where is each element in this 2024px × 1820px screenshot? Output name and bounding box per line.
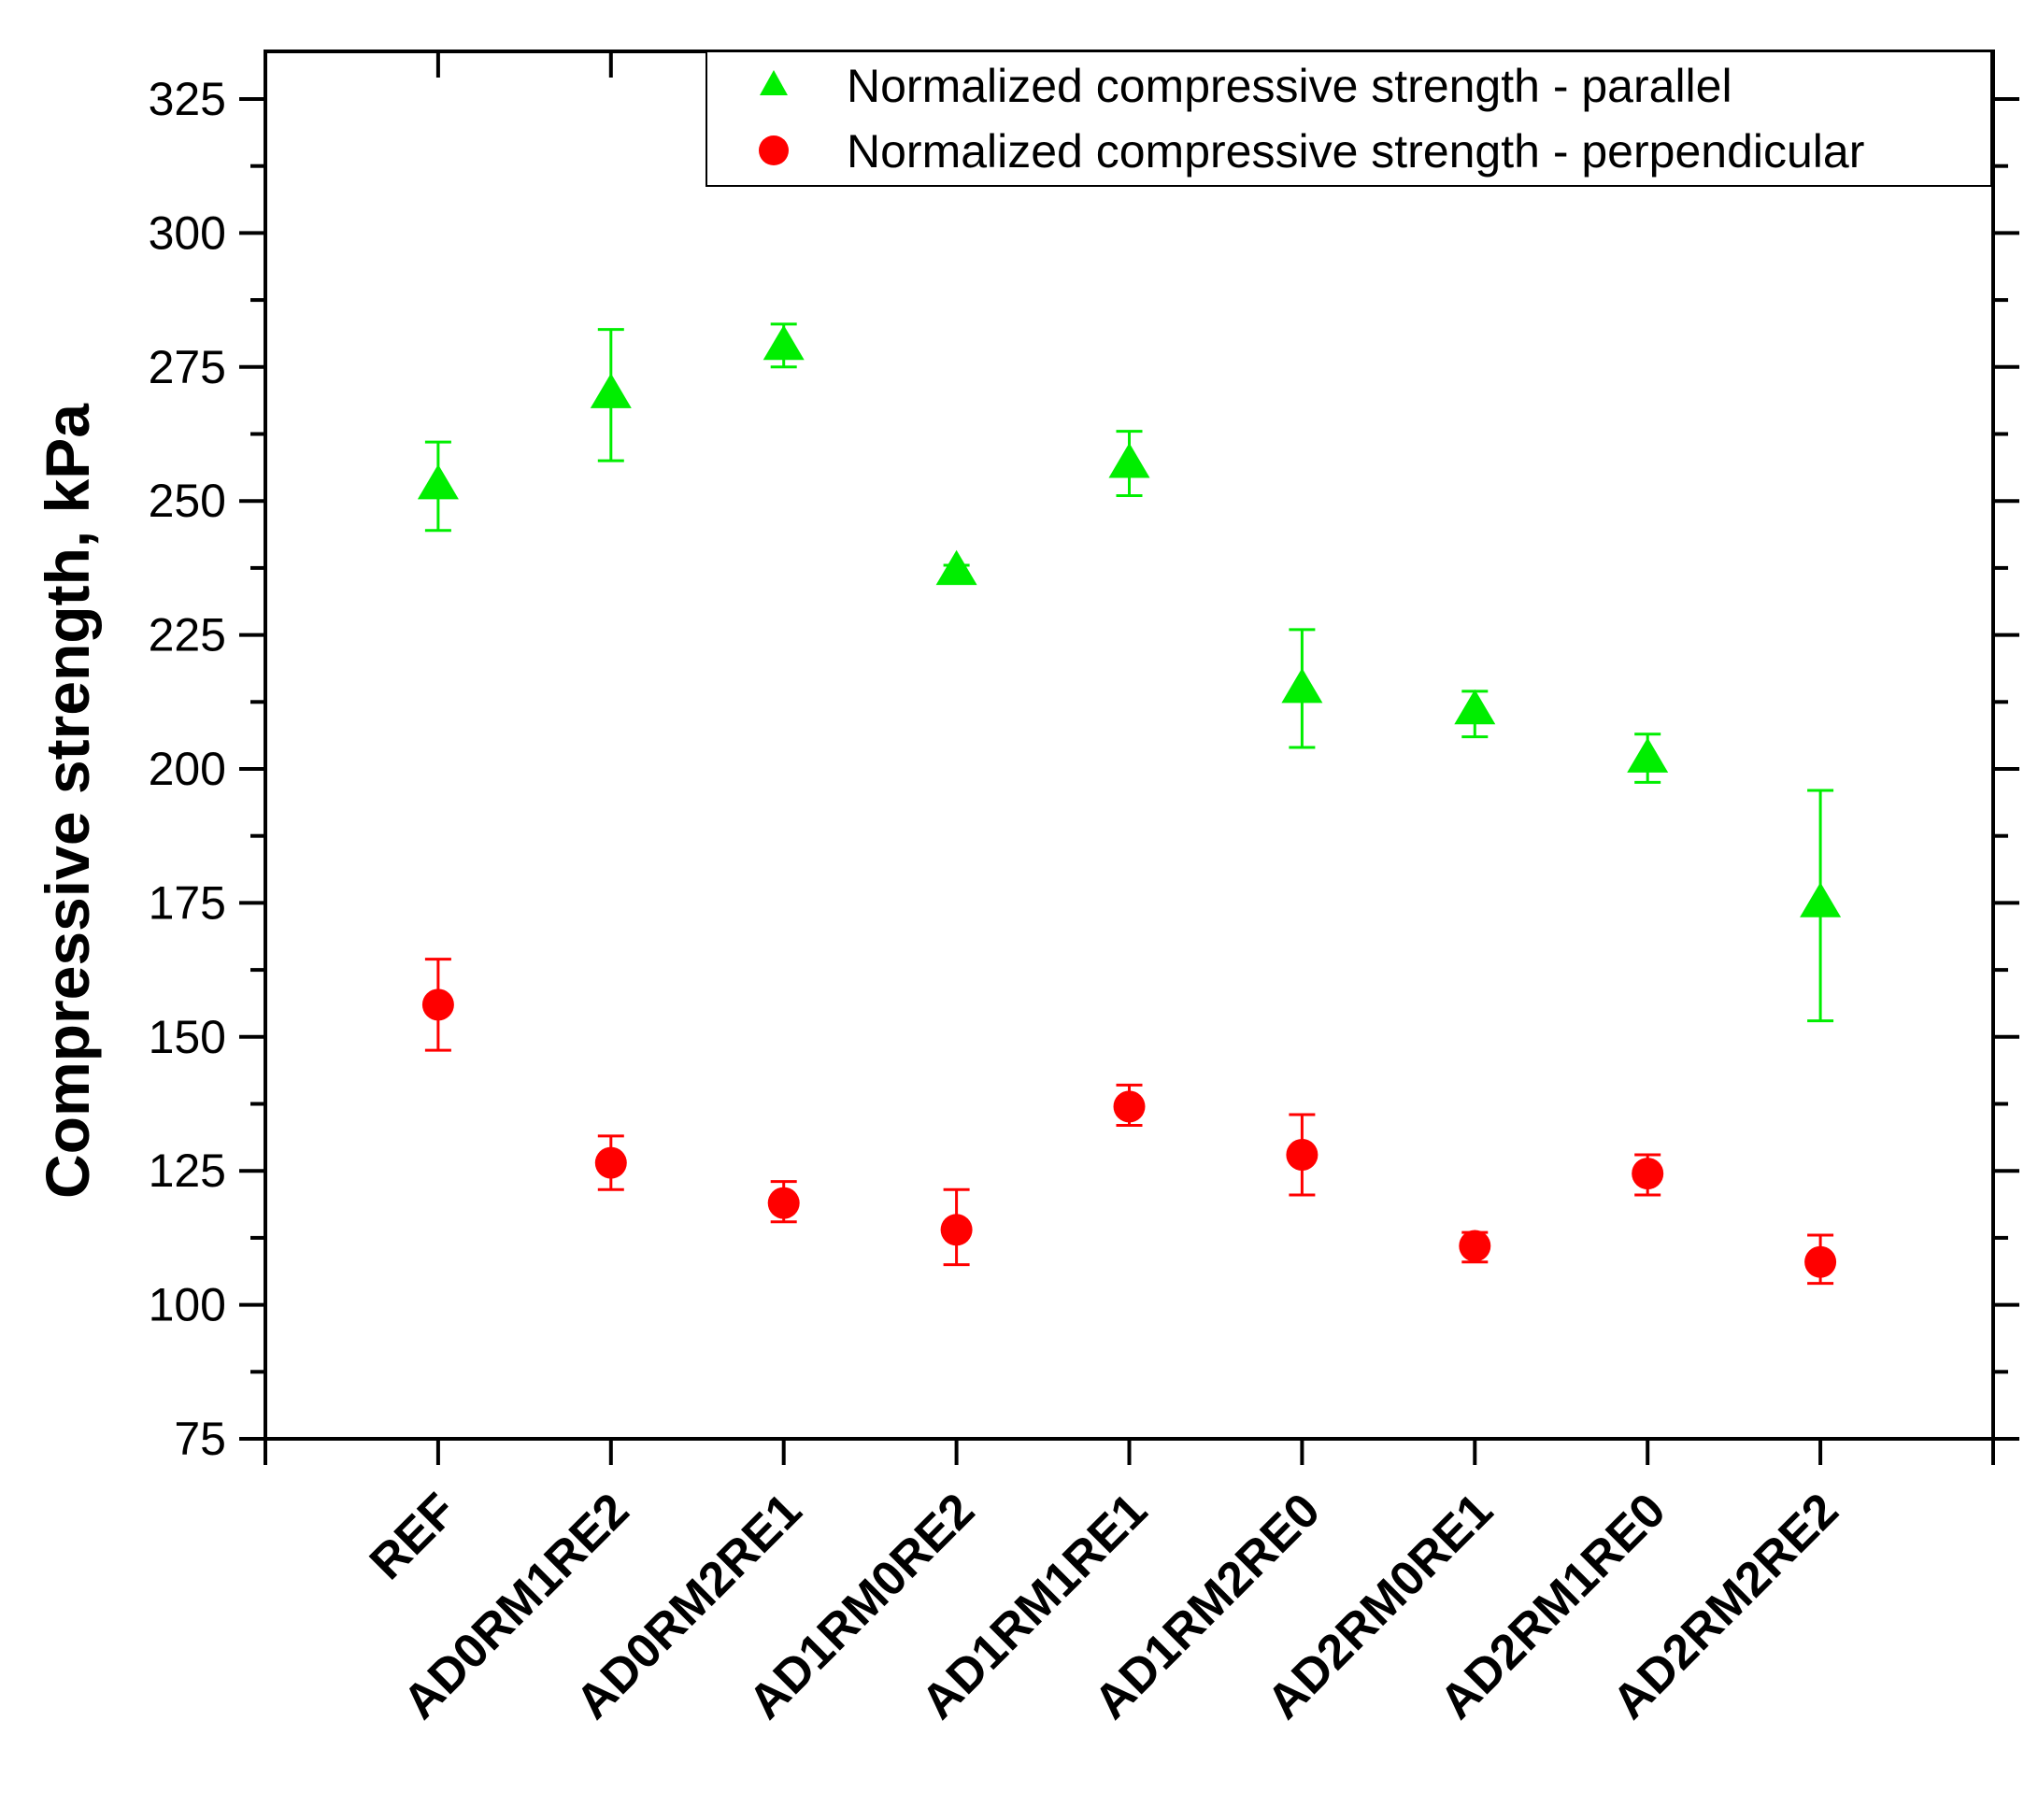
y-tick-label: 325 [149, 73, 226, 125]
legend: Normalized compressive strength - parall… [706, 50, 1992, 187]
data-point-circle [1632, 1158, 1664, 1190]
y-axis-title: Compressive strength, kPa [33, 403, 102, 1199]
y-tick-label: 250 [149, 475, 226, 527]
data-point-triangle [1281, 667, 1323, 704]
series-perpendicular [421, 958, 1837, 1286]
y-axis-ticks: 75 100 125 150 175 200 225 250 275 300 325 [149, 73, 2019, 1465]
data-point-triangle [417, 463, 459, 500]
legend-marker-perpendicular [759, 135, 789, 165]
data-point-circle [767, 1187, 800, 1219]
y-tick-label: 125 [149, 1145, 226, 1197]
y-tick-label: 175 [149, 876, 226, 929]
data-point-circle [1286, 1138, 1318, 1171]
legend-marker-parallel [760, 70, 788, 95]
data-point-triangle [1800, 882, 1842, 917]
data-point-triangle [1454, 689, 1496, 725]
legend-label-perpendicular: Normalized compressive strength - perpen… [847, 125, 1864, 178]
y-tick-label: 75 [174, 1413, 226, 1465]
legend-box [706, 50, 1992, 187]
data-point-circle [421, 988, 454, 1021]
data-point-circle [1459, 1230, 1491, 1262]
data-series [417, 322, 1842, 1286]
data-point-circle [1804, 1245, 1837, 1278]
data-point-circle [1113, 1090, 1146, 1123]
series-parallel [417, 322, 1842, 1023]
y-tick-label: 225 [149, 609, 226, 661]
y-tick-label: 200 [149, 743, 226, 795]
data-point-triangle [590, 373, 632, 408]
data-point-circle [594, 1146, 627, 1179]
data-point-triangle [1108, 443, 1150, 478]
y-tick-label: 100 [149, 1279, 226, 1331]
data-point-triangle [763, 324, 805, 361]
y-tick-label: 300 [149, 206, 226, 259]
legend-label-parallel: Normalized compressive strength - parall… [847, 60, 1732, 112]
data-point-triangle [1627, 737, 1669, 773]
data-point-circle [940, 1214, 973, 1246]
y-tick-label: 275 [149, 341, 226, 393]
data-point-triangle [935, 549, 977, 586]
y-tick-label: 150 [149, 1011, 226, 1063]
